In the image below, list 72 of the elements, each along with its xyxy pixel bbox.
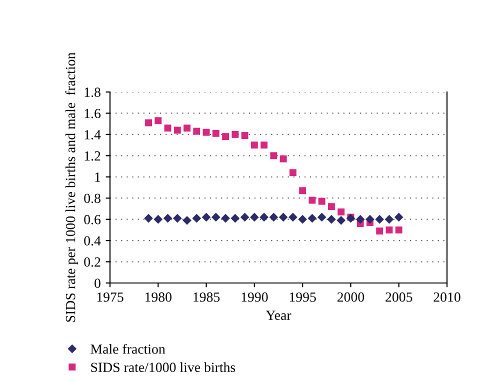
point xyxy=(317,212,326,222)
y-tick-label: 0 xyxy=(94,278,100,288)
point xyxy=(174,126,181,134)
point xyxy=(288,212,298,222)
point xyxy=(154,117,162,124)
y-tick-label: 0.4 xyxy=(84,236,101,246)
legend-label: Male fraction xyxy=(90,344,166,354)
point xyxy=(278,212,288,222)
point xyxy=(145,119,152,126)
point xyxy=(270,152,278,160)
y-tick-label: 1.6 xyxy=(84,108,101,118)
point xyxy=(308,196,316,204)
point xyxy=(184,124,190,132)
x-tick-label: 1975 xyxy=(97,292,124,302)
point xyxy=(260,212,268,222)
point xyxy=(230,214,240,223)
y-tick-label: 1 xyxy=(95,172,100,182)
point xyxy=(376,228,384,234)
point xyxy=(241,132,248,139)
point xyxy=(318,198,326,205)
point xyxy=(269,212,278,222)
point xyxy=(280,155,287,162)
point xyxy=(395,226,402,234)
point xyxy=(211,212,220,222)
point xyxy=(202,128,210,136)
y-tick-label: 0.2 xyxy=(84,257,100,267)
x-tick-label: 2010 xyxy=(434,292,460,302)
x-tick-label: 1980 xyxy=(145,292,172,302)
point xyxy=(394,212,404,222)
point xyxy=(299,187,306,194)
point xyxy=(327,214,336,224)
y-tick-label: 0.8 xyxy=(84,194,100,204)
point xyxy=(328,203,335,210)
point xyxy=(222,133,230,140)
x-tick-label: 2000 xyxy=(337,292,364,302)
point xyxy=(366,214,374,224)
point xyxy=(212,130,220,137)
point xyxy=(384,214,394,224)
point xyxy=(375,214,384,224)
x-tick-label: 1990 xyxy=(242,292,268,302)
y-tick-label: 1.2 xyxy=(84,151,100,161)
point xyxy=(221,214,230,223)
point xyxy=(172,214,182,223)
point xyxy=(144,214,153,223)
point xyxy=(308,214,317,223)
point xyxy=(250,212,259,222)
y-axis-title: SIDS rate per 1000 live births and male fraction xyxy=(65,52,78,322)
x-tick-label: 1985 xyxy=(194,292,220,302)
x-tick-label: 1995 xyxy=(290,292,316,302)
y-tick-label: 1.4 xyxy=(84,130,101,140)
x-tick-label: 2005 xyxy=(386,292,412,302)
point xyxy=(338,208,345,216)
x-axis-title: Year xyxy=(266,310,292,320)
point xyxy=(193,128,200,135)
point xyxy=(386,226,393,234)
point xyxy=(182,216,192,225)
point xyxy=(164,124,172,132)
point xyxy=(260,142,268,149)
point xyxy=(356,214,365,224)
point xyxy=(250,142,258,149)
y-tick-label: 1.8 xyxy=(84,88,100,98)
point xyxy=(154,214,163,224)
point xyxy=(192,214,202,223)
point xyxy=(289,169,296,176)
point xyxy=(336,216,346,225)
point xyxy=(240,212,250,222)
point xyxy=(202,212,211,222)
legend-label: SIDS rate/1000 live births xyxy=(91,362,236,372)
point xyxy=(163,214,172,223)
y-tick-label: 0.6 xyxy=(84,214,101,224)
point xyxy=(298,214,307,224)
point xyxy=(232,130,239,138)
